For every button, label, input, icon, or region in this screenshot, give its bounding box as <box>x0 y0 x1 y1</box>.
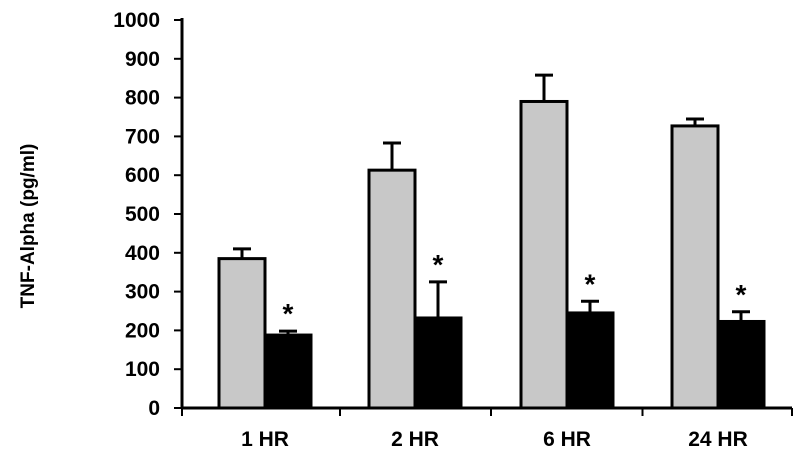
y-tick-label: 700 <box>125 125 160 148</box>
bar-control <box>217 257 267 410</box>
significance-marker: * <box>585 268 596 299</box>
bar-control <box>519 99 569 410</box>
bar-control <box>670 124 720 410</box>
y-tick-label: 200 <box>125 319 160 342</box>
significance-marker: * <box>283 298 294 329</box>
bar-treated <box>413 316 463 410</box>
y-tick-label: 300 <box>125 281 160 304</box>
y-tick-label: 400 <box>125 242 160 265</box>
x-tick-label: 2 HR <box>391 428 439 451</box>
bar-treated <box>263 333 313 410</box>
bar-treated <box>716 319 766 410</box>
y-tick-label: 900 <box>125 48 160 71</box>
x-tick-label: 6 HR <box>543 428 591 451</box>
y-tick-label: 500 <box>125 203 160 226</box>
y-axis-title: TNF-Alpha (pg/ml) <box>18 144 39 309</box>
bar-control <box>367 168 417 410</box>
y-tick-label: 600 <box>125 164 160 187</box>
plot-area: 0 100 200 300 400 500 600 700 800 900 1000 1 HR 2 HR… <box>113 9 793 451</box>
x-tick-label: 24 HR <box>688 428 748 451</box>
x-tick-label: 1 HR <box>241 428 289 451</box>
significance-marker: * <box>433 249 444 280</box>
y-tick-label: 100 <box>125 358 160 381</box>
y-tick-label: 0 <box>148 397 160 420</box>
y-tick-label: 1000 <box>113 9 160 32</box>
significance-marker: * <box>736 279 747 310</box>
bar-treated <box>565 311 615 410</box>
y-tick-label: 800 <box>125 87 160 110</box>
